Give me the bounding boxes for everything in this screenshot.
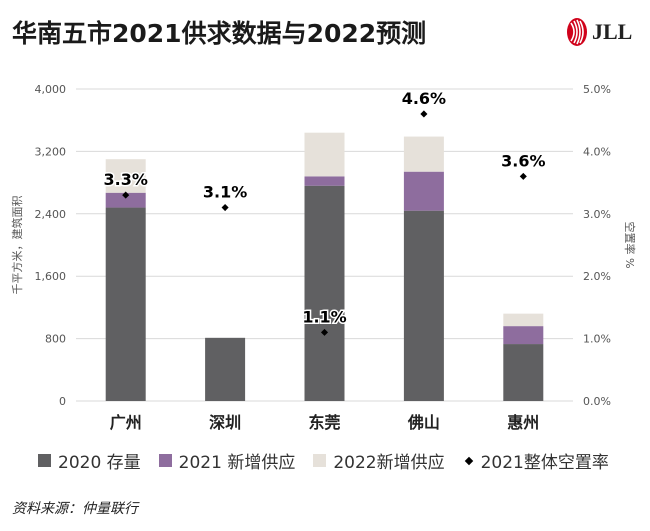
y2-axis-label: 空置率 % (623, 222, 637, 269)
legend-label-2021-new-supply: 2021 新增供应 (178, 453, 296, 473)
legend-item-2022-new-supply: 2022新增供应 (313, 448, 445, 473)
vacancy-point (221, 204, 229, 212)
bar-segment (105, 192, 146, 208)
bars (105, 132, 544, 401)
bar-segment (304, 185, 345, 401)
x-tick-label: 东莞 (308, 413, 340, 432)
x-axis-ticks: 广州 深圳 东莞 佛山 惠州 (110, 413, 540, 432)
jll-logo: JLL (566, 17, 642, 49)
y2-tick-label: 5.0% (583, 83, 611, 96)
vacancy-point (420, 110, 428, 118)
y-tick-label: 2,400 (35, 208, 67, 221)
legend-marker-vacancy (464, 456, 473, 465)
vacancy-point (320, 328, 329, 336)
legend-label-vacancy: 2021整体空置率 (480, 453, 609, 473)
x-tick-label: 惠州 (507, 413, 539, 432)
x-tick-label: 深圳 (209, 413, 241, 432)
y2-tick-label: 4.0% (583, 145, 611, 158)
y-axis-label: 千平方米，建筑面积 (10, 196, 24, 295)
jll-flame-logo-icon (567, 18, 587, 46)
y-axis-ticks: 0 800 1,600 2,400 3,200 4,000 (35, 83, 67, 408)
legend-item-2021-new-supply: 2021 新增供应 (158, 448, 296, 473)
legend-item-2020-stock: 2020 存量 (38, 448, 141, 473)
legend-swatch-2022-new-supply (313, 454, 327, 467)
legend-label-2020-stock: 2020 存量 (58, 453, 141, 473)
legend-swatch-2021-new-supply (158, 454, 172, 467)
bar-segment (403, 171, 444, 211)
vacancy-data-label: 3.1% (203, 183, 247, 202)
vacancy-data-label: 4.6% (402, 89, 446, 108)
vacancy-data-label: 3.6% (501, 151, 545, 170)
bar-segment (403, 136, 444, 172)
y-tick-label: 800 (45, 333, 66, 346)
vacancy-data-label: 1.1% (302, 307, 346, 326)
logo-text: JLL (592, 19, 633, 44)
y2-tick-label: 3.0% (583, 208, 611, 221)
legend: 2020 存量 2021 新增供应 2022新增供应 2021整体空置率 (38, 448, 627, 473)
y2-axis-ticks: 0.0% 1.0% 2.0% 3.0% 4.0% 5.0% (583, 83, 611, 408)
y2-tick-label: 1.0% (583, 333, 611, 346)
bar-segment (304, 132, 345, 177)
y-tick-label: 4,000 (35, 83, 67, 96)
bar-segment (403, 210, 444, 401)
bar-segment (503, 313, 544, 327)
vacancy-point (519, 172, 527, 180)
legend-swatch-2020-stock (38, 454, 51, 467)
bar-segment (304, 176, 345, 186)
bar-segment (105, 207, 146, 401)
vacancy-data-label: 3.3% (104, 170, 148, 189)
bar-segment (105, 159, 146, 193)
y2-tick-label: 0.0% (583, 395, 611, 408)
bar-segment (503, 344, 544, 401)
y-tick-label: 3,200 (35, 145, 67, 158)
bar-segment (205, 337, 246, 401)
y-tick-label: 1,600 (35, 270, 67, 283)
vacancy-point (122, 191, 130, 199)
x-tick-label: 佛山 (407, 413, 440, 432)
bar-segment (503, 326, 544, 345)
chart-title: 华南五市2021供求数据与2022预测 (12, 19, 427, 48)
source-note: 资料来源：仲量联行 (12, 501, 138, 517)
legend-item-vacancy: 2021整体空置率 (463, 448, 609, 473)
x-tick-label: 广州 (110, 413, 142, 432)
legend-label-2022-new-supply: 2022新增供应 (333, 453, 445, 473)
y2-tick-label: 2.0% (583, 270, 611, 283)
vacancy-points: 3.3% 3.1% 1.1% 4.6% 3.6% (102, 87, 547, 336)
y-tick-label: 0 (59, 395, 66, 408)
